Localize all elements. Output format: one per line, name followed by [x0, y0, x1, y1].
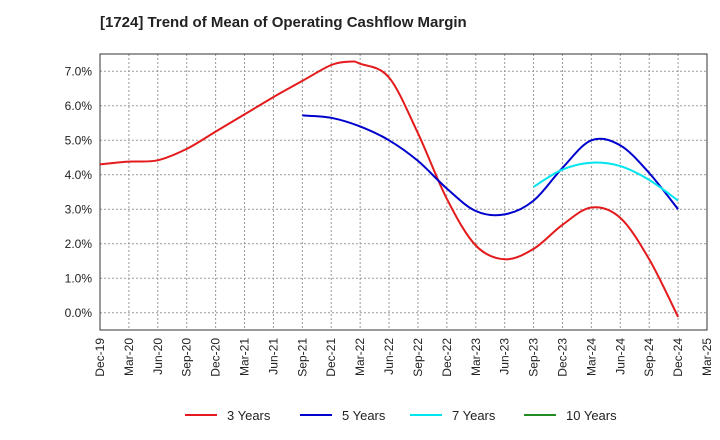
y-tick-label: 3.0% [65, 202, 93, 216]
legend-label: 5 Years [342, 407, 386, 423]
y-axis: 0.0% 1.0% 2.0% 3.0% 4.0% 5.0% 6.0% 7.0% [65, 64, 93, 320]
x-tick-label: Mar-25 [700, 338, 714, 376]
legend-item: 5 Years [300, 404, 385, 426]
y-tick-label: 6.0% [65, 99, 93, 113]
x-tick-label: Dec-21 [324, 338, 338, 377]
legend-swatch [410, 414, 442, 416]
chart-title: [1724] Trend of Mean of Operating Cashfl… [100, 14, 467, 31]
y-tick-label: 7.0% [65, 64, 93, 78]
x-tick-label: Mar-21 [238, 338, 252, 376]
legend-item: 10 Years [524, 404, 617, 426]
line-chart: 0.0% 1.0% 2.0% 3.0% 4.0% 5.0% 6.0% 7.0% Dec-19 M… [65, 53, 714, 377]
x-tick-label: Sep-22 [411, 338, 425, 377]
y-tick-label: 4.0% [65, 168, 93, 182]
series-line-3-years [99, 60, 679, 318]
legend: 3 Years 5 Years 7 Years 10 Years [0, 404, 720, 426]
legend-label: 7 Years [452, 407, 496, 423]
y-tick-label: 0.0% [65, 306, 93, 320]
series-lines [99, 60, 679, 318]
x-tick-label: Dec-24 [671, 338, 685, 377]
legend-swatch [300, 414, 332, 416]
x-axis: Dec-19 Mar-20 Jun-20 Sep-20 Dec-20 Mar-21 Jun-… [93, 338, 714, 377]
x-tick-label: Sep-21 [295, 338, 309, 377]
x-tick-label: Jun-21 [266, 338, 280, 375]
x-tick-label: Jun-23 [498, 338, 512, 375]
legend-label: 3 Years [227, 407, 271, 423]
x-tick-label: Jun-24 [613, 338, 627, 375]
legend-item: 3 Years [185, 404, 270, 426]
y-tick-label: 1.0% [65, 271, 93, 285]
x-tick-label: Jun-22 [382, 338, 396, 375]
x-tick-label: Dec-19 [93, 338, 107, 377]
x-tick-label: Mar-20 [122, 338, 136, 376]
x-tick-label: Mar-24 [584, 338, 598, 376]
x-tick-label: Sep-23 [527, 338, 541, 377]
legend-swatch [524, 414, 556, 416]
x-tick-label: Jun-20 [151, 338, 165, 375]
series-line-7-years [533, 161, 679, 202]
grid [99, 54, 708, 330]
x-tick-label: Sep-20 [180, 338, 194, 377]
x-tick-label: Mar-22 [353, 338, 367, 376]
x-tick-label: Dec-23 [555, 338, 569, 377]
series-line-5-years [302, 114, 679, 217]
legend-label: 10 Years [566, 407, 617, 423]
x-tick-label: Mar-23 [469, 338, 483, 376]
y-tick-label: 2.0% [65, 237, 93, 251]
x-tick-label: Sep-24 [642, 338, 656, 377]
y-tick-label: 5.0% [65, 133, 93, 147]
legend-item: 7 Years [410, 404, 495, 426]
plot-frame [99, 53, 708, 331]
x-tick-label: Dec-22 [440, 338, 454, 377]
x-tick-label: Dec-20 [209, 338, 223, 377]
legend-swatch [185, 414, 217, 416]
